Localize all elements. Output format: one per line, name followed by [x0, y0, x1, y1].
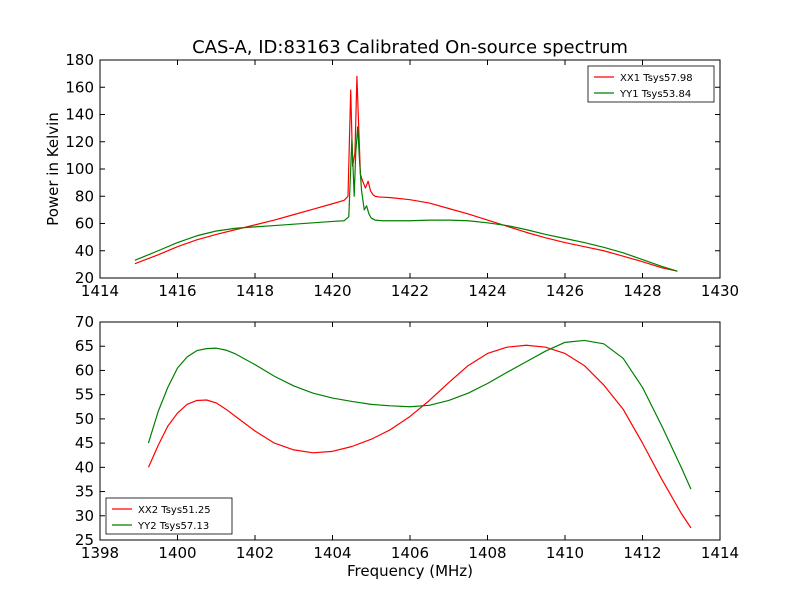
bottom-axis-ticks: 1398 1400 1402 1404 1406 1408 1410 1412 1414 25 30… — [75, 313, 739, 562]
legend-label: XX1 Tsys57.98 — [620, 73, 693, 84]
top-y-axis-label: Power in Kelvin — [44, 112, 62, 226]
y-tick-label: 40 — [75, 458, 94, 476]
legend-label: YY1 Tsys53.84 — [619, 89, 691, 100]
x-tick-label: 1428 — [623, 282, 661, 300]
y-tick-label: 140 — [65, 106, 94, 124]
x-tick-label: 1404 — [313, 544, 351, 562]
top-legend: XX1 Tsys57.98 YY1 Tsys53.84 — [587, 65, 715, 103]
legend-label: XX2 Tsys51.25 — [138, 505, 211, 516]
y-tick-label: 70 — [75, 313, 94, 331]
y-tick-label: 50 — [75, 410, 94, 428]
y-tick-label: 30 — [75, 507, 94, 525]
y-tick-label: 100 — [65, 160, 94, 178]
y-tick-label: 80 — [75, 187, 94, 205]
x-tick-label: 1426 — [546, 282, 584, 300]
x-tick-label: 1424 — [468, 282, 506, 300]
top-axis-ticks: 1414 1416 1418 1420 1422 1424 1426 1428 1430 20 40… — [65, 51, 739, 300]
chart-title: CAS-A, ID:83163 Calibrated On-source spe… — [192, 37, 628, 58]
y-tick-label: 60 — [75, 215, 94, 233]
legend-label: YY2 Tsys57.13 — [137, 521, 209, 532]
y-tick-label: 20 — [75, 269, 94, 287]
x-tick-label: 1398 — [81, 544, 119, 562]
x-tick-label: 1414 — [81, 282, 119, 300]
series-line-green — [134, 126, 678, 272]
series-line-green — [147, 339, 692, 490]
x-tick-label: 1414 — [701, 544, 739, 562]
y-tick-label: 160 — [65, 78, 94, 96]
bottom-legend: XX2 Tsys51.25 YY2 Tsys57.13 — [105, 497, 233, 535]
y-tick-label: 45 — [75, 434, 94, 452]
y-tick-label: 120 — [65, 133, 94, 151]
x-tick-label: 1400 — [158, 544, 196, 562]
series-line-red — [147, 344, 692, 529]
series-line-red — [134, 75, 678, 272]
y-tick-label: 35 — [75, 483, 94, 501]
y-tick-label: 65 — [75, 337, 94, 355]
x-tick-label: 1406 — [391, 544, 429, 562]
x-tick-label: 1418 — [236, 282, 274, 300]
top-series-group — [134, 75, 678, 272]
bottom-x-axis-label: Frequency (MHz) — [347, 562, 473, 580]
legend-box — [105, 497, 233, 535]
x-tick-label: 1412 — [623, 544, 661, 562]
y-tick-label: 60 — [75, 361, 94, 379]
legend-box — [587, 65, 715, 103]
x-tick-label: 1408 — [468, 544, 506, 562]
y-tick-label: 55 — [75, 386, 94, 404]
x-tick-label: 1410 — [546, 544, 584, 562]
x-tick-label: 1420 — [313, 282, 351, 300]
x-tick-label: 1416 — [158, 282, 196, 300]
y-tick-label: 25 — [75, 531, 94, 549]
bottom-spectrum-plot: 1398 1400 1402 1404 1406 1408 1410 1412 1414 25 30… — [75, 313, 739, 580]
x-tick-label: 1430 — [701, 282, 739, 300]
bottom-series-group — [147, 339, 692, 529]
y-tick-label: 40 — [75, 242, 94, 260]
x-tick-label: 1402 — [236, 544, 274, 562]
x-tick-label: 1422 — [391, 282, 429, 300]
y-tick-label: 180 — [65, 51, 94, 69]
top-spectrum-plot: 1414 1416 1418 1420 1422 1424 1426 1428 1430 20 40… — [44, 51, 739, 300]
